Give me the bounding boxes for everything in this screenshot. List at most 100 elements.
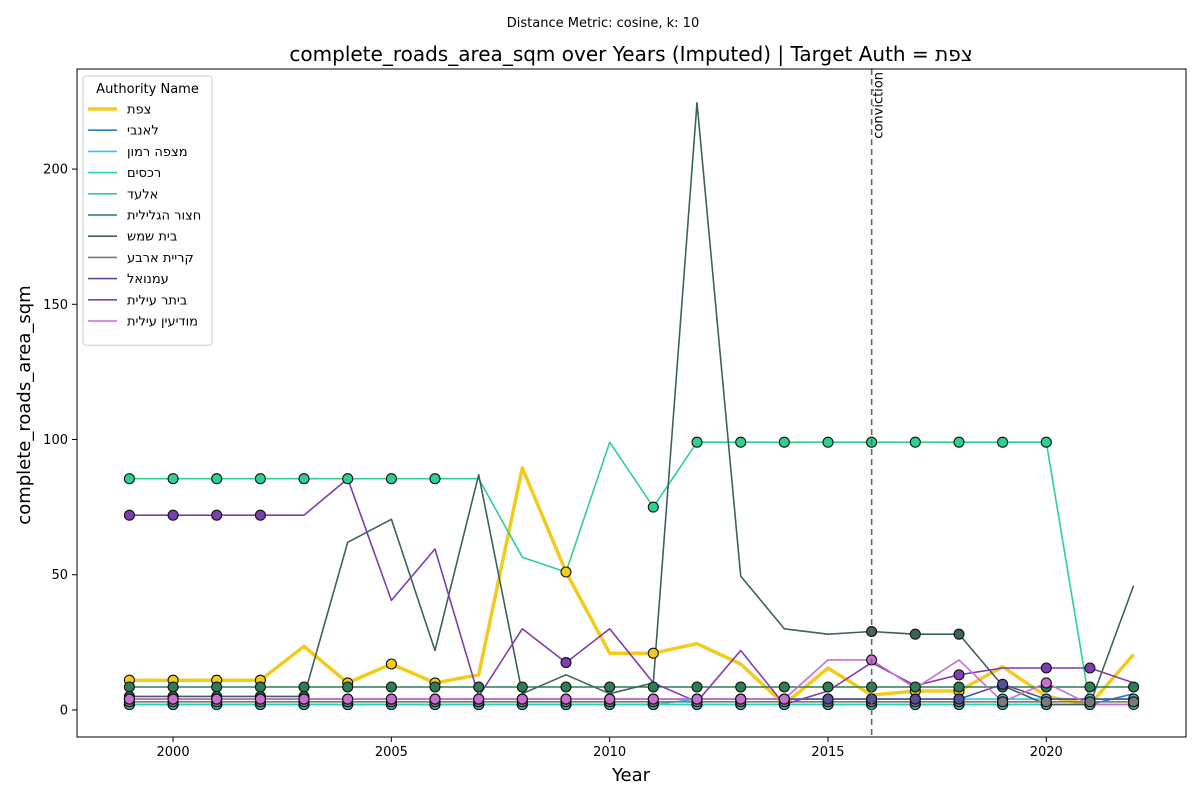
legend-label: קריית ארבע xyxy=(127,251,194,266)
data-point-marker xyxy=(909,436,921,448)
x-axis-label: Year xyxy=(611,765,651,786)
data-point-marker xyxy=(997,696,1009,708)
x-tick-label: 2005 xyxy=(375,745,408,760)
legend-label: אלעד xyxy=(127,187,158,202)
data-point-marker xyxy=(342,693,354,705)
data-point-marker xyxy=(560,657,572,669)
legend-label: רכסים xyxy=(127,166,161,181)
data-point-marker xyxy=(604,681,616,693)
legend-label: עמנואל xyxy=(127,272,169,287)
data-point-marker xyxy=(429,681,441,693)
data-point-marker xyxy=(691,681,703,693)
data-point-marker xyxy=(647,681,659,693)
data-point-marker xyxy=(735,681,747,693)
y-tick-label: 150 xyxy=(43,298,68,313)
data-point-marker xyxy=(516,681,528,693)
data-point-marker xyxy=(1040,436,1052,448)
data-point-marker xyxy=(167,509,179,521)
data-point-marker xyxy=(1084,681,1096,693)
legend-label: מודיעין עילית xyxy=(127,315,198,330)
series-line-9 xyxy=(129,477,1134,706)
legend-title: Authority Name xyxy=(96,82,199,97)
data-point-marker xyxy=(822,693,834,705)
data-point-marker xyxy=(211,473,223,485)
y-axis-label: complete_roads_area_sqm xyxy=(14,285,35,524)
data-point-marker xyxy=(385,473,397,485)
y-tick-label: 0 xyxy=(60,703,68,718)
legend-label: צפת xyxy=(127,103,151,118)
data-point-marker xyxy=(735,693,747,705)
data-point-marker xyxy=(254,509,266,521)
data-point-marker xyxy=(342,681,354,693)
data-point-marker xyxy=(1040,696,1052,708)
data-point-marker xyxy=(691,693,703,705)
legend-label: ביתר עילית xyxy=(127,293,187,308)
data-point-marker xyxy=(254,473,266,485)
data-point-marker xyxy=(298,473,310,485)
data-point-marker xyxy=(953,436,965,448)
chart-title: complete_roads_area_sqm over Years (Impu… xyxy=(289,42,972,66)
data-point-marker xyxy=(123,509,135,521)
legend-label: בית שמש xyxy=(127,230,177,245)
legend-label: חצור הגלילית xyxy=(127,209,201,224)
data-point-marker xyxy=(123,473,135,485)
data-point-marker xyxy=(123,681,135,693)
x-tick-label: 2015 xyxy=(811,745,844,760)
series-line-10 xyxy=(129,659,1134,706)
data-point-marker xyxy=(211,693,223,705)
plot-area: 2000 2005 2010 2015 2020 0 50 100 150 200 convicti… xyxy=(43,68,1187,760)
y-tick-label: 200 xyxy=(43,163,68,178)
data-point-marker xyxy=(778,681,790,693)
data-point-marker xyxy=(953,693,965,705)
data-point-marker xyxy=(211,509,223,521)
data-point-marker xyxy=(1084,662,1096,674)
data-point-marker xyxy=(778,693,790,705)
data-point-marker xyxy=(953,681,965,693)
legend-label: לאנבי xyxy=(127,124,159,139)
data-point-marker xyxy=(298,681,310,693)
data-point-marker xyxy=(1040,677,1052,689)
data-point-marker xyxy=(953,669,965,681)
data-point-marker xyxy=(167,681,179,693)
data-point-marker xyxy=(1040,662,1052,674)
data-point-marker xyxy=(691,436,703,448)
data-point-marker xyxy=(822,436,834,448)
legend-label: מצפה רמון xyxy=(127,145,188,160)
data-point-marker xyxy=(560,566,572,578)
data-point-marker xyxy=(1128,696,1140,708)
data-point-marker xyxy=(997,678,1009,690)
y-tick-label: 100 xyxy=(43,433,68,448)
data-point-marker xyxy=(1128,681,1140,693)
data-point-marker xyxy=(473,693,485,705)
data-point-marker xyxy=(211,681,223,693)
legend: Authority Name צפת לאנבי מצפה רמון רכסים אלעד… xyxy=(82,75,213,346)
data-point-marker xyxy=(953,628,965,640)
data-point-marker xyxy=(516,693,528,705)
figure-suptitle: Distance Metric: cosine, k: 10 xyxy=(507,16,699,31)
data-point-marker xyxy=(385,693,397,705)
data-point-marker xyxy=(560,681,572,693)
x-tick-label: 2000 xyxy=(157,745,190,760)
axes-frame xyxy=(76,68,1187,738)
data-point-marker xyxy=(167,473,179,485)
data-point-marker xyxy=(1084,696,1096,708)
data-point-marker xyxy=(909,681,921,693)
data-point-marker xyxy=(385,681,397,693)
data-point-marker xyxy=(604,693,616,705)
series-line-0 xyxy=(129,466,1135,707)
series-line-4 xyxy=(129,441,1134,706)
data-point-marker xyxy=(647,647,659,659)
data-point-marker xyxy=(778,436,790,448)
data-point-marker xyxy=(473,681,485,693)
series-line-6 xyxy=(129,102,1135,706)
data-point-marker xyxy=(123,693,135,705)
data-point-marker xyxy=(822,681,834,693)
data-point-marker xyxy=(254,693,266,705)
series-group xyxy=(123,102,1140,711)
y-tick-label: 50 xyxy=(51,568,68,583)
data-point-marker xyxy=(429,693,441,705)
conviction-label: conviction xyxy=(872,72,887,139)
data-point-marker xyxy=(167,693,179,705)
data-point-marker xyxy=(560,693,572,705)
